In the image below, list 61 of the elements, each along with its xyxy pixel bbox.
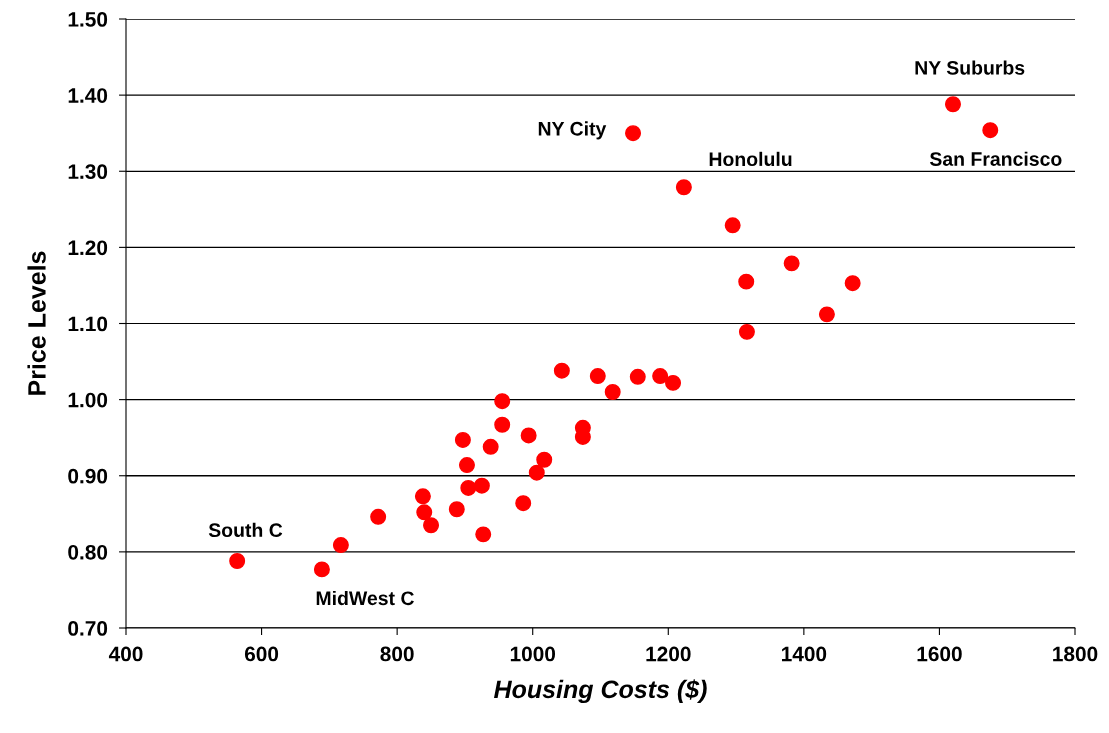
point <box>528 464 545 481</box>
point <box>738 273 755 290</box>
point <box>460 479 477 496</box>
y-tick-label: 0.70 <box>68 621 108 636</box>
point <box>982 122 999 139</box>
point <box>448 501 465 518</box>
point <box>665 374 682 391</box>
point <box>458 457 475 474</box>
x-tick-label: 1600 <box>917 646 962 662</box>
point <box>724 217 741 234</box>
x-tick-label: 1800 <box>1053 646 1098 662</box>
point <box>629 368 646 385</box>
annotation: South C <box>208 522 283 538</box>
point <box>652 368 669 385</box>
point <box>675 179 692 196</box>
point <box>844 275 861 292</box>
point <box>473 477 490 494</box>
x-tick-label: 800 <box>380 646 414 662</box>
y-tick-label: 1.50 <box>68 12 108 27</box>
point <box>229 553 246 569</box>
y-tick-label: 0.90 <box>68 468 108 484</box>
annotation: Honolulu <box>709 151 792 167</box>
point <box>332 537 349 554</box>
point <box>313 561 330 578</box>
point <box>625 125 642 142</box>
annotation: San Francisco <box>929 151 1062 166</box>
y-tick-label: 1.20 <box>68 240 108 256</box>
point <box>416 504 433 521</box>
point <box>494 393 511 410</box>
point <box>738 323 755 340</box>
x-tick-label: 1200 <box>646 646 691 662</box>
annotation: MidWest C <box>316 590 414 606</box>
x-tick-label: 400 <box>108 646 143 662</box>
point <box>414 488 431 505</box>
point <box>475 526 492 543</box>
point <box>482 438 499 455</box>
y-tick-label: 1.40 <box>68 88 108 103</box>
annotation: NY Suburbs <box>915 60 1025 75</box>
point <box>536 451 553 468</box>
point <box>423 517 440 534</box>
point <box>515 495 532 512</box>
point <box>370 508 387 525</box>
annotation: NY City <box>538 121 607 140</box>
point <box>589 368 606 385</box>
point <box>944 96 961 113</box>
x-tick-label: 600 <box>244 646 279 662</box>
x-axis-title: Housing Costs ($) <box>494 679 707 704</box>
y-axis-title: Price Levels <box>27 251 46 395</box>
point <box>494 416 511 433</box>
point <box>553 362 570 379</box>
point <box>520 427 537 444</box>
point <box>454 431 471 448</box>
y-tick-label: 1.30 <box>68 164 108 180</box>
point <box>783 255 800 272</box>
y-tick-label: 1.10 <box>68 316 108 332</box>
y-tick-label: 1.00 <box>68 392 108 408</box>
x-tick-label: 1000 <box>510 646 556 662</box>
point <box>604 384 621 400</box>
point <box>818 306 835 323</box>
x-tick-label: 1400 <box>782 646 827 662</box>
y-tick-label: 0.80 <box>68 544 108 560</box>
